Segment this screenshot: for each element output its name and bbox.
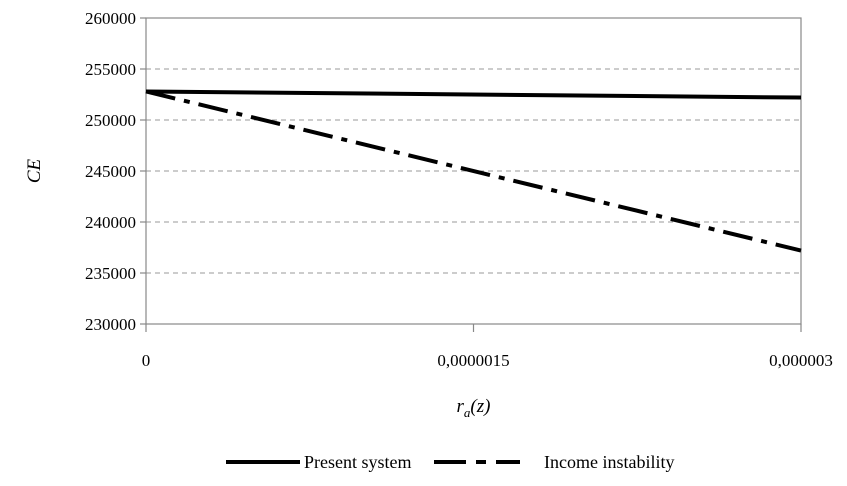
legend-label-1: Income instability — [544, 452, 674, 472]
x-tick-label-2: 0,000003 — [769, 351, 833, 370]
x-tick-label-0: 0 — [142, 351, 151, 370]
y-axis-title: CE — [24, 158, 45, 183]
y-tick-label-1: 235000 — [85, 264, 136, 283]
y-tick-label-4: 250000 — [85, 111, 136, 130]
x-axis-title: ra(z) — [457, 396, 491, 420]
y-tick-label-0: 230000 — [85, 315, 136, 334]
y-tick-label-5: 255000 — [85, 60, 136, 79]
y-tick-label-6: 260000 — [85, 9, 136, 28]
y-tick-label-3: 245000 — [85, 162, 136, 181]
legend-label-0: Present system — [304, 452, 412, 472]
y-tick-label-2: 240000 — [85, 213, 136, 232]
series-line-income-instability — [145, 89, 802, 253]
x-tick-label-1: 0,0000015 — [437, 351, 509, 370]
series-line-present-system — [145, 89, 802, 100]
